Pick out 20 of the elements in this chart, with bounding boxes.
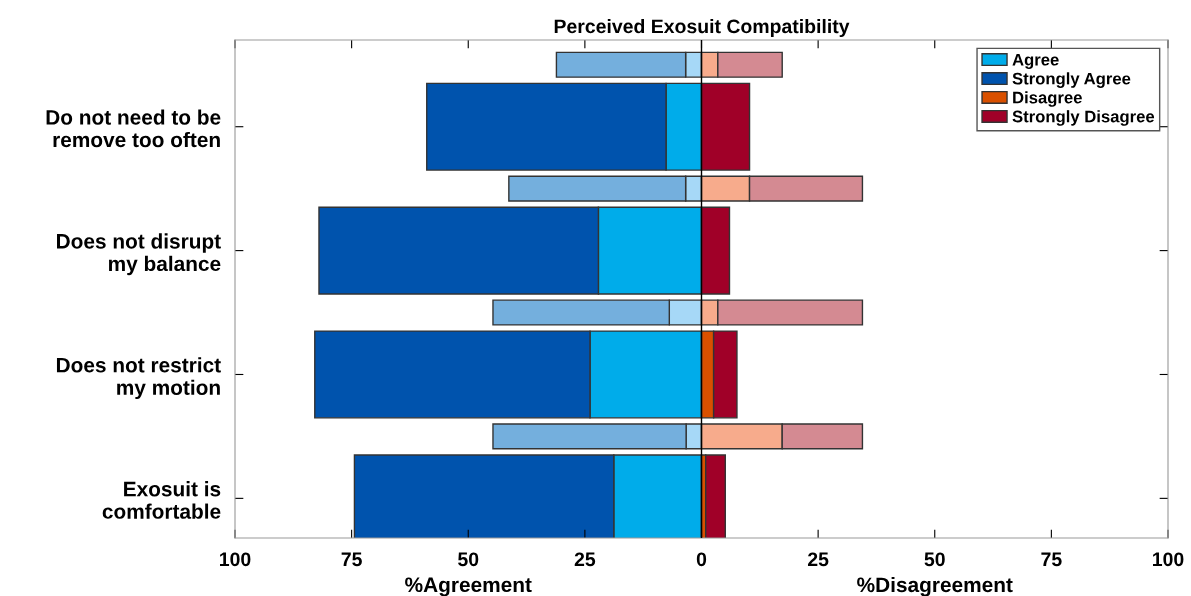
legend-label: Strongly Disagree [1012, 110, 1155, 126]
x-tick-label: 0 [696, 552, 707, 567]
y-tick-label: Do not need to be remove too often [46, 109, 221, 148]
y-tick-label: Does not restrict my motion [56, 357, 221, 400]
text: %Agreement [405, 577, 532, 596]
y-tick-label: Exosuit is comfortable [102, 481, 221, 519]
text: %Disagreement [857, 576, 1013, 596]
y-tick-label: Does not disrupt my balance [57, 233, 221, 276]
legend-label: Disagree [1013, 91, 1082, 107]
legend-label: Agree [1012, 53, 1059, 69]
x-tick-label: 25 [807, 552, 829, 567]
x-tick-label: 75 [341, 552, 362, 567]
x-tick-label: 50 [458, 552, 479, 567]
x-tick-label: 75 [1041, 552, 1062, 567]
x-tick-label: 100 [1153, 552, 1184, 567]
x-tick-label: 100 [220, 552, 251, 567]
x-tick-label: 50 [924, 552, 945, 567]
x-tick-label: 25 [574, 552, 596, 567]
legend-label: Strongly Agree [1012, 72, 1131, 88]
chart-title: Perceived Exosuit Compatibility [554, 18, 850, 38]
